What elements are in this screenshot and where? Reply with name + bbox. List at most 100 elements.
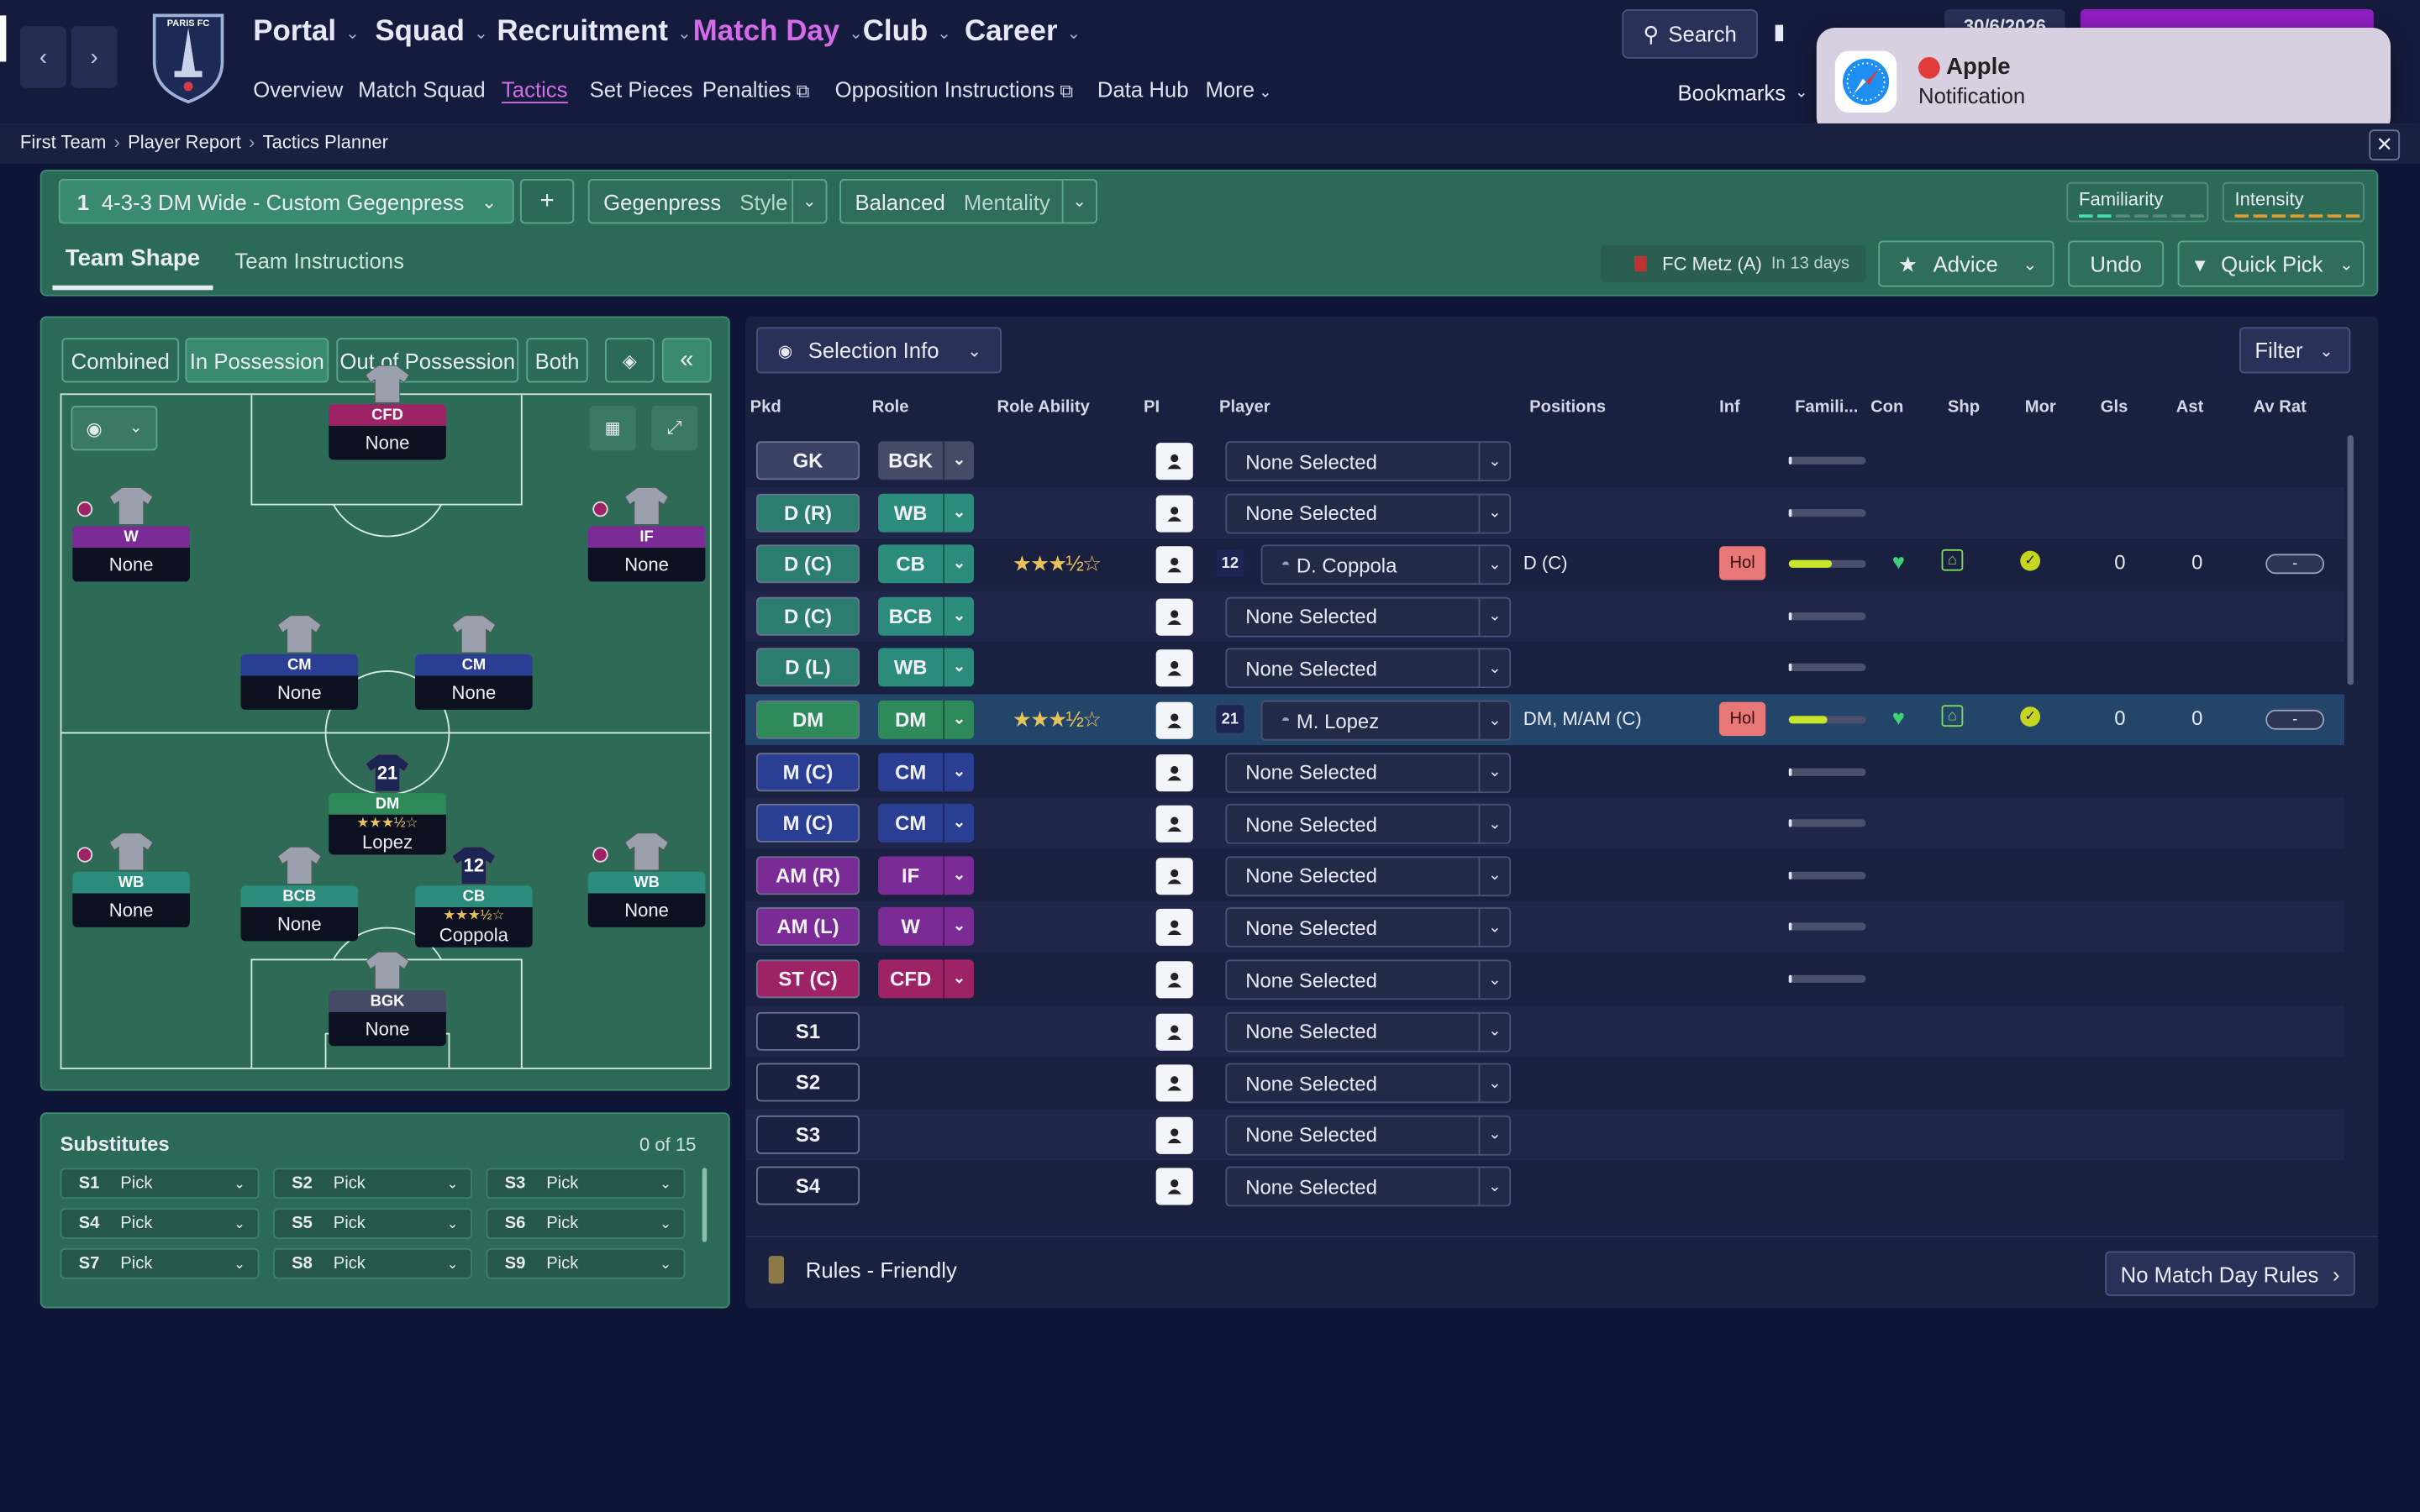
pitch-tab-in-possession[interactable]: In Possession (185, 338, 329, 383)
subs-scrollbar[interactable] (702, 1168, 708, 1242)
pitch-tab-both[interactable]: Both (526, 338, 588, 383)
nav-recruitment[interactable]: Recruitment ⌄ (497, 15, 692, 49)
player-instructions-icon[interactable] (1155, 1064, 1193, 1102)
subnav-match-squad[interactable]: Match Squad (358, 77, 486, 102)
player-instructions-icon[interactable] (1155, 1168, 1193, 1206)
table-row[interactable]: M (C) CM ⌄ None Selected ⌄ (745, 746, 2344, 797)
player-select[interactable]: ◓ M. Lopez ⌄ (1260, 700, 1512, 741)
col-header-role-ability[interactable]: Role Ability (997, 397, 1090, 417)
nav-match-day[interactable]: Match Day ⌄ (693, 15, 863, 49)
col-header-ast[interactable]: Ast (2175, 397, 2204, 417)
picked-position[interactable]: D (C) (755, 596, 860, 636)
player-select[interactable]: None Selected ⌄ (1225, 441, 1512, 482)
mentality-dropdown[interactable]: Balanced Mentality ⌄ (839, 179, 1097, 224)
pitch-player-cm[interactable]: CM None (415, 614, 533, 710)
col-header-role[interactable]: Role (871, 397, 909, 417)
player-instructions-icon[interactable] (1155, 649, 1193, 688)
player-select[interactable]: None Selected ⌄ (1225, 596, 1512, 638)
col-header-shp[interactable]: Shp (1947, 397, 1981, 417)
sub-slot-s9[interactable]: S9 Pick ⌄ (486, 1247, 686, 1279)
search-button[interactable]: ⚲ Search (1622, 9, 1759, 59)
picked-position[interactable]: GK (755, 441, 860, 480)
intensity-meter[interactable]: Intensity (2222, 181, 2365, 223)
table-row[interactable]: AM (L) W ⌄ None Selected ⌄ (745, 901, 2344, 953)
grid-view-icon[interactable]: ▦ (589, 406, 636, 451)
col-header-con[interactable]: Con (1870, 397, 1904, 417)
table-row[interactable]: ST (C) CFD ⌄ None Selected ⌄ (745, 953, 2344, 1005)
player-instructions-icon[interactable] (1155, 1012, 1193, 1051)
filter-dropdown[interactable]: Filter ⌄ (2239, 327, 2351, 374)
table-row[interactable]: S3 None Selected ⌄ (745, 1109, 2344, 1160)
subnav-overview[interactable]: Overview (253, 77, 343, 102)
col-header-pi[interactable]: PI (1143, 397, 1160, 417)
tab-team-shape[interactable]: Team Shape (52, 232, 213, 291)
subnav-set-pieces[interactable]: Set Pieces (590, 77, 693, 102)
pitch-player-if[interactable]: IF None (587, 486, 706, 582)
nav-club[interactable]: Club ⌄ (863, 15, 951, 49)
subnav-data-hub[interactable]: Data Hub (1097, 77, 1189, 102)
player-select[interactable]: None Selected ⌄ (1225, 1115, 1512, 1156)
sub-slot-s3[interactable]: S3 Pick ⌄ (486, 1168, 686, 1200)
player-instructions-icon[interactable] (1155, 494, 1193, 532)
pitch-player-w[interactable]: W None (72, 486, 190, 582)
pitch-player-bgk[interactable]: BGK None (329, 950, 446, 1047)
fixture-info[interactable]: FC Metz (A) In 13 days (1600, 245, 1866, 283)
col-header-player[interactable]: Player (1218, 397, 1270, 417)
pitch-player-cb[interactable]: 12 CB ★★★½☆ Coppola (415, 846, 533, 948)
table-row[interactable]: S1 None Selected ⌄ (745, 1005, 2344, 1057)
role-dropdown[interactable]: CM ⌄ (878, 804, 974, 843)
sub-slot-s7[interactable]: S7 Pick ⌄ (60, 1247, 260, 1279)
advice-button[interactable]: ★ Advice ⌄ (1878, 240, 2054, 287)
quick-pick-button[interactable]: ▾ Quick Pick ⌄ (2177, 240, 2365, 287)
role-dropdown[interactable]: WB ⌄ (878, 492, 974, 532)
picked-position[interactable]: S2 (755, 1063, 860, 1102)
bookmark-icon[interactable]: ▮ (1773, 18, 1786, 44)
role-dropdown[interactable]: CFD ⌄ (878, 959, 974, 999)
style-dropdown[interactable]: Gegenpress Style ⌄ (587, 179, 828, 224)
expand-icon[interactable]: ⤢ (651, 406, 698, 451)
player-instructions-icon[interactable] (1155, 753, 1193, 791)
table-row[interactable]: DM DM ⌄ ★★★½☆ 21 ◓ M. Lopez ⌄ DM, M/AM (C) Hol ♥ ⌂ ✓… (745, 694, 2344, 746)
add-tactic-button[interactable]: + (519, 179, 575, 224)
picked-position[interactable]: D (L) (755, 648, 860, 688)
role-dropdown[interactable]: W ⌄ (878, 907, 974, 947)
club-crest[interactable]: PARIS FC (148, 9, 229, 105)
tactic-selector[interactable]: 1 4-3-3 DM Wide - Custom Gegenpress ⌄ (58, 179, 514, 224)
sub-slot-s5[interactable]: S5 Pick ⌄ (273, 1208, 473, 1239)
role-dropdown[interactable]: IF ⌄ (878, 855, 974, 895)
picked-position[interactable]: M (C) (755, 804, 860, 843)
breadcrumb-player-report[interactable]: Player Report (128, 131, 241, 153)
sub-slot-s8[interactable]: S8 Pick ⌄ (273, 1247, 473, 1279)
notification-popup[interactable]: Apple Notification (1816, 28, 2391, 136)
table-row[interactable]: D (L) WB ⌄ None Selected ⌄ (745, 642, 2344, 694)
table-row[interactable]: D (C) CB ⌄ ★★★½☆ 12 ◓ D. Coppola ⌄ D (C) Hol ♥ ⌂ ✓ 0 0… (745, 538, 2344, 590)
col-header-famili-[interactable]: Famili... (1795, 397, 1859, 417)
player-select[interactable]: None Selected ⌄ (1225, 752, 1512, 793)
subnav-penalties[interactable]: Penalties ⧉ (702, 77, 810, 103)
sub-slot-s1[interactable]: S1 Pick ⌄ (60, 1168, 260, 1200)
pitch-tab-combined[interactable]: Combined (61, 338, 180, 383)
picked-position[interactable]: AM (L) (755, 907, 860, 947)
player-instructions-icon[interactable] (1155, 961, 1193, 999)
sub-slot-s6[interactable]: S6 Pick ⌄ (486, 1208, 686, 1239)
pitch-player-wb[interactable]: WB None (587, 832, 706, 927)
subnav-tactics[interactable]: Tactics (501, 77, 568, 104)
subnav-opposition-instructions[interactable]: Opposition Instructions ⧉ (835, 77, 1073, 103)
back-button[interactable]: ‹ (19, 26, 66, 88)
table-row[interactable]: S4 None Selected ⌄ (745, 1160, 2344, 1212)
player-instructions-icon[interactable] (1155, 598, 1193, 636)
undo-button[interactable]: Undo (2068, 240, 2165, 287)
nav-portal[interactable]: Portal ⌄ (253, 15, 360, 49)
collapse-icon[interactable]: « (661, 338, 712, 383)
table-row[interactable]: GK BGK ⌄ None Selected ⌄ (745, 434, 2344, 486)
role-dropdown[interactable]: CM ⌄ (878, 752, 974, 791)
picked-position[interactable]: D (C) (755, 544, 860, 584)
picked-position[interactable]: AM (R) (755, 855, 860, 895)
player-select[interactable]: None Selected ⌄ (1225, 1011, 1512, 1052)
selection-info-dropdown[interactable]: ◉ Selection Info ⌄ (755, 327, 1002, 374)
table-row[interactable]: M (C) CM ⌄ None Selected ⌄ (745, 797, 2344, 849)
picked-position[interactable]: ST (C) (755, 959, 860, 999)
col-header-gls[interactable]: Gls (2100, 397, 2128, 417)
tab-team-instructions[interactable]: Team Instructions (229, 232, 411, 291)
player-instructions-icon[interactable] (1155, 546, 1193, 584)
